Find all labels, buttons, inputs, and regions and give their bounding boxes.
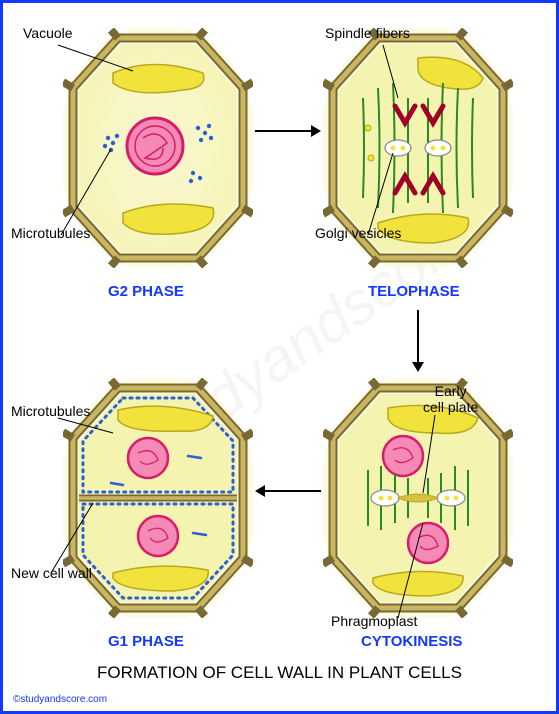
label-cytokinesis: CYTOKINESIS [361, 633, 462, 650]
annot-spindle: Spindle fibers [325, 25, 410, 41]
arrow-g2-telophase [253, 121, 323, 141]
label-g1: G1 PHASE [108, 633, 184, 650]
footer-credit: ©studyandscore.com [13, 694, 107, 705]
annot-phragmoplast: Phragmoplast [331, 613, 417, 629]
label-g2: G2 PHASE [108, 283, 184, 300]
cell-g1 [63, 378, 253, 623]
diagram-frame: @studyandscore [0, 0, 559, 714]
diagram-title: FORMATION OF CELL WALL IN PLANT CELLS [3, 663, 556, 683]
cell-g2-svg [63, 28, 253, 268]
annot-microtubules-top: Microtubules [11, 225, 90, 241]
cell-cytokinesis-svg [323, 378, 513, 618]
annot-new-wall: New cell wall [11, 565, 92, 581]
annot-golgi: Golgi vesicles [315, 225, 401, 241]
annot-microtubules-bottom: Microtubules [11, 403, 90, 419]
cell-g1-svg [63, 378, 253, 618]
arrow-cytokinesis-g1 [253, 481, 323, 501]
cell-cytokinesis [323, 378, 513, 623]
arrow-telophase-cytokinesis [408, 308, 428, 373]
annot-vacuole: Vacuole [23, 25, 73, 41]
annot-early-plate: Early cell plate [423, 383, 478, 415]
label-telophase: TELOPHASE [368, 283, 460, 300]
cell-g2 [63, 28, 253, 273]
